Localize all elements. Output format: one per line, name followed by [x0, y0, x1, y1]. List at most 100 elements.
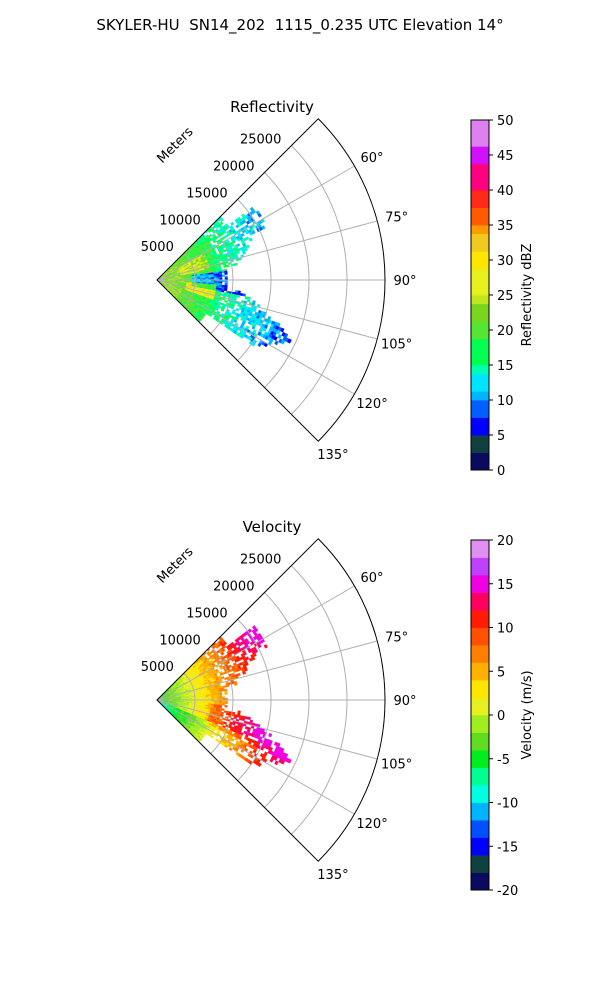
colorbar-segment — [471, 583, 489, 593]
colorbar-segment — [471, 163, 489, 173]
radar-gate — [211, 696, 215, 699]
colorbar-segment — [471, 828, 489, 838]
radar-gate — [236, 250, 241, 255]
angle-tick-label: 120° — [356, 397, 387, 412]
colorbar-segment — [471, 443, 489, 453]
colorbar-segment — [471, 382, 489, 392]
colorbar-tick-label: 0 — [497, 464, 505, 479]
radar-gate — [251, 656, 256, 661]
colorbar-tick-label: 20 — [497, 534, 514, 549]
reflectivity-colorbar: 0 5 10 15 20 25 30 35 40 45 50 Reflectivity dBZ — [470, 114, 535, 479]
colorbar-segment — [471, 846, 489, 856]
colorbar-segment — [471, 330, 489, 340]
colorbar-segment — [471, 566, 489, 576]
radar-gate — [233, 682, 238, 686]
angle-tick-label: 135° — [317, 868, 348, 883]
radar-gate — [225, 264, 230, 268]
colorbar-segment — [471, 557, 489, 567]
angle-tick-label: 60° — [361, 151, 384, 166]
radar-gate — [219, 276, 223, 279]
radar-gate — [223, 685, 227, 688]
angle-tick-label: 105° — [381, 338, 412, 353]
radial-tick-label: 25000 — [240, 133, 281, 148]
colorbar-segment — [471, 181, 489, 191]
radar-gate — [263, 644, 268, 649]
radar-gate — [233, 716, 238, 720]
colorbar-segment — [471, 146, 489, 156]
colorbar-segment — [471, 645, 489, 655]
radar-gate — [274, 340, 279, 346]
radar-gate — [224, 272, 228, 275]
radar-gate — [252, 652, 257, 657]
radar-gate — [269, 757, 274, 763]
radar-gate — [287, 758, 292, 764]
colorbar-segment — [471, 242, 489, 252]
radar-gate — [236, 243, 241, 247]
colorbar-segment — [471, 680, 489, 690]
radar-gate — [228, 747, 233, 752]
colorbar-segment — [471, 802, 489, 812]
radar-gate — [210, 735, 215, 739]
figure-title: SKYLER-HU SN14_202 1115_0.235 UTC Elevat… — [96, 16, 504, 34]
colorbar-tick-label: 40 — [497, 184, 514, 199]
radial-tick-label: 20000 — [213, 160, 254, 175]
colorbar-segment — [471, 837, 489, 847]
colorbar-segment — [471, 697, 489, 707]
angle-tick-label: 105° — [381, 758, 412, 773]
colorbar-segment — [471, 128, 489, 138]
angle-tick-label: 60° — [361, 571, 384, 586]
reflectivity-panel: Reflectivity 5000 10000 15000 20000 25000 60°… — [141, 98, 535, 479]
colorbar-segment — [471, 286, 489, 296]
angle-tick-label: 75° — [385, 630, 408, 645]
radial-tick-label: 5000 — [141, 660, 174, 675]
axis-labels: 5000 10000 15000 20000 25000 60° 75° 90° 105° 120… — [141, 133, 417, 463]
radar-gate — [219, 696, 223, 699]
radar-gate — [235, 307, 240, 312]
colorbar-segment — [471, 251, 489, 261]
radar-gate — [245, 244, 250, 249]
panel-title: Reflectivity — [230, 98, 314, 116]
colorbar-segment — [471, 312, 489, 322]
colorbar-segment — [471, 732, 489, 742]
colorbar-segment — [471, 706, 489, 716]
colorbar-tick-label: 35 — [497, 219, 514, 234]
colorbar-tick-label: 15 — [497, 578, 514, 593]
radar-gate — [253, 649, 259, 654]
colorbar-tick-label: 0 — [497, 709, 505, 724]
radial-tick-label: 25000 — [240, 553, 281, 568]
radar-gate — [239, 334, 245, 339]
colorbar-segment — [471, 452, 489, 462]
radar-gate — [244, 247, 248, 252]
colorbar-segment — [471, 347, 489, 357]
colorbar-segment — [471, 417, 489, 427]
colorbar-segment — [471, 435, 489, 445]
radial-tick-label: 20000 — [213, 580, 254, 595]
radar-gate — [216, 696, 220, 699]
radar-gate — [220, 308, 225, 312]
radar-gate — [221, 701, 226, 704]
radar-gate — [221, 708, 225, 711]
colorbar-label: Velocity (m/s) — [520, 670, 535, 759]
colorbar-segment — [471, 671, 489, 681]
radar-gate — [241, 717, 246, 722]
colorbar-segment — [471, 776, 489, 786]
radar-gate — [221, 274, 226, 277]
radar-gate — [221, 270, 225, 274]
radar-gate — [211, 276, 215, 279]
radar-gate — [224, 744, 228, 748]
angle-tick-label: 90° — [393, 694, 416, 709]
radar-gate — [223, 288, 228, 292]
radar-gate — [230, 738, 235, 742]
radar-gate — [224, 276, 228, 279]
colorbar-tick-label: -15 — [497, 840, 518, 855]
radar-gate — [247, 716, 251, 720]
radar-gate — [274, 760, 279, 766]
angle-tick-label: 135° — [317, 448, 348, 463]
colorbar-segment — [471, 373, 489, 383]
radar-gate — [220, 651, 225, 656]
radar-gate — [219, 274, 223, 277]
colorbar-segment — [471, 172, 489, 182]
panel-title: Velocity — [243, 518, 302, 536]
colorbar-segment — [471, 426, 489, 436]
